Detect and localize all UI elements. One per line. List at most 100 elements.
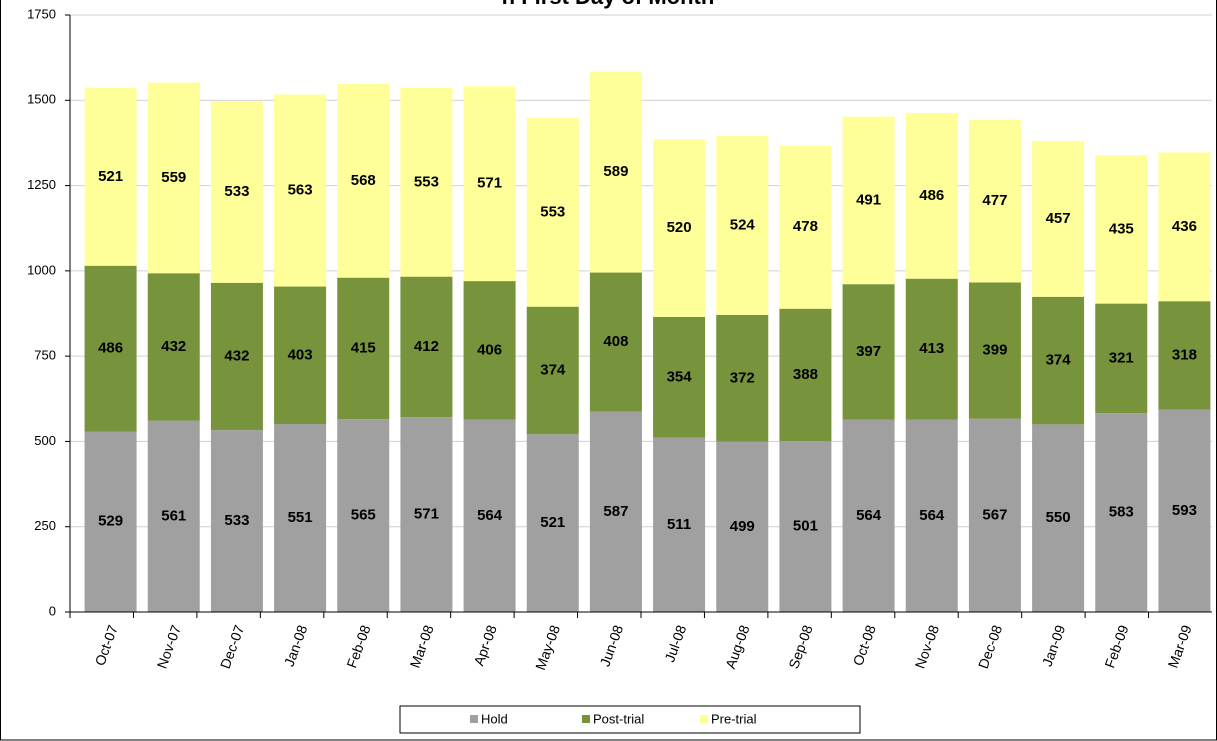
bar-segment: [274, 286, 327, 425]
data-label: 408: [603, 333, 628, 350]
bar-segment: [463, 86, 516, 282]
data-label: 457: [1046, 210, 1071, 227]
y-tick-label: 1000: [27, 262, 56, 277]
bar-segment: [716, 314, 769, 442]
bar-segment: [842, 419, 895, 612]
data-label: 486: [98, 340, 123, 357]
bar-segment: [968, 119, 1021, 283]
data-label: 413: [919, 340, 944, 357]
bar-segment: [210, 282, 263, 431]
bar-segment: [400, 276, 453, 418]
bar-segment: [589, 411, 642, 612]
bar-segment: [463, 419, 516, 612]
data-label: 550: [1046, 509, 1071, 526]
bar-segment: [905, 112, 958, 279]
data-label: 432: [224, 347, 249, 364]
bar-segment: [653, 139, 706, 317]
data-label: 533: [224, 512, 249, 529]
bar-segment: [589, 71, 642, 273]
y-tick-label: 750: [34, 348, 56, 363]
data-label: 571: [414, 506, 439, 523]
bar-segment: [1032, 140, 1085, 297]
data-label: 565: [351, 507, 376, 524]
data-label: 521: [98, 168, 123, 185]
data-label: 499: [730, 518, 755, 535]
data-label: 520: [667, 219, 692, 236]
bar-segment: [589, 272, 642, 412]
bar-segment: [716, 136, 769, 315]
data-label: 583: [1109, 504, 1134, 521]
data-label: 412: [414, 338, 439, 355]
legend-swatch: [470, 715, 478, 723]
bar-segment: [842, 284, 895, 420]
data-label: 553: [540, 203, 565, 220]
data-label: 511: [667, 516, 691, 533]
data-label: 501: [793, 518, 818, 535]
bar-segment: [905, 278, 958, 420]
data-label: 533: [224, 183, 249, 200]
bar-segment: [1158, 301, 1211, 410]
data-label: 321: [1109, 349, 1134, 366]
data-label: 399: [982, 341, 1007, 358]
data-label: 436: [1172, 218, 1197, 235]
bar-segment: [653, 437, 706, 612]
data-label: 587: [603, 503, 628, 520]
bar-segment: [842, 116, 895, 285]
bar-segment: [1095, 303, 1148, 414]
y-tick-label: 1750: [27, 6, 56, 21]
bar-segment: [968, 418, 1021, 612]
bar-segment: [1032, 424, 1085, 612]
bar-segment: [147, 82, 200, 274]
legend-swatch: [582, 715, 590, 723]
bar-segment: [905, 419, 958, 612]
data-label: 593: [1172, 502, 1197, 519]
bar-segment: [463, 281, 516, 420]
data-label: 372: [730, 369, 755, 386]
data-label: 318: [1172, 346, 1197, 363]
data-label: 435: [1109, 220, 1134, 237]
data-label: 477: [982, 192, 1007, 209]
data-label: 589: [603, 163, 628, 180]
data-label: 374: [540, 361, 566, 378]
y-tick-label: 250: [34, 518, 56, 533]
data-label: 406: [477, 341, 502, 358]
legend-label: Pre-trial: [711, 711, 757, 726]
data-label: 561: [161, 507, 186, 524]
bar-segment: [210, 430, 263, 612]
bar-segment: [526, 434, 579, 612]
bar-segment: [779, 145, 832, 309]
data-label: 551: [288, 509, 313, 526]
data-label: 354: [667, 368, 693, 385]
bar-segment: [84, 431, 137, 612]
data-label: 491: [856, 191, 881, 208]
data-label: 563: [288, 181, 313, 198]
bar-segment: [1032, 296, 1085, 425]
data-label: 568: [351, 172, 376, 189]
legend-swatch: [700, 715, 708, 723]
bar-segment: [274, 94, 327, 287]
data-label: 571: [477, 175, 502, 192]
data-label: 397: [856, 343, 881, 360]
data-label: 567: [982, 506, 1007, 523]
bar-segment: [1158, 409, 1211, 612]
bar-segment: [400, 417, 453, 612]
bar-segment: [653, 316, 706, 438]
bar-segment: [779, 308, 832, 442]
bar-segment: [274, 424, 327, 612]
data-label: 415: [351, 339, 376, 356]
bar-segment: [716, 441, 769, 612]
bar-segment: [1158, 152, 1211, 302]
bar-segment: [337, 277, 390, 420]
bar-segment: [84, 265, 137, 432]
legend-label: Post-trial: [593, 711, 644, 726]
data-label: 403: [288, 346, 313, 363]
bar-segment: [337, 419, 390, 612]
data-label: 432: [161, 338, 186, 355]
bar-segment: [147, 420, 200, 612]
data-label: 478: [793, 218, 818, 235]
legend-label: Hold: [481, 711, 508, 726]
y-tick-label: 1500: [27, 92, 56, 107]
y-tick-label: 500: [34, 433, 56, 448]
bar-segment: [968, 282, 1021, 419]
bar-segment: [337, 83, 390, 278]
